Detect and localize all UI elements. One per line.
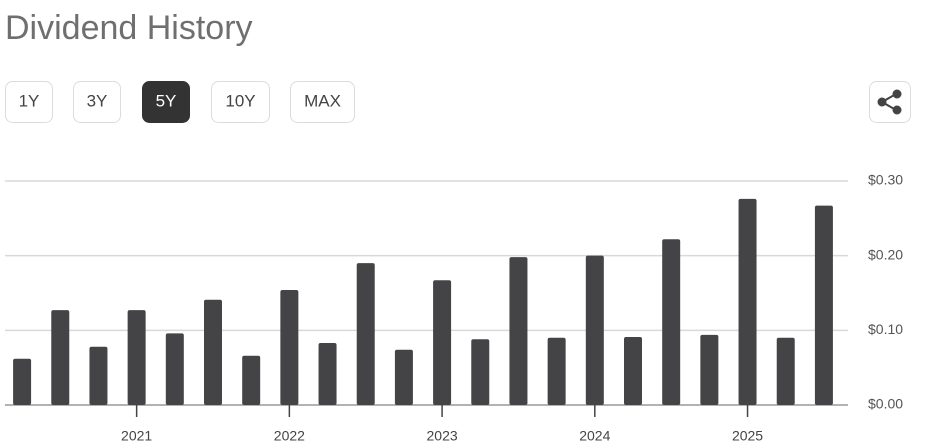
y-tick-label: $0.00 (868, 396, 903, 412)
bar (280, 290, 299, 405)
y-tick-label: $0.10 (868, 321, 903, 337)
range-button[interactable]: 10Y (211, 81, 270, 123)
x-tick-label: 2024 (579, 428, 610, 444)
bar (738, 198, 757, 405)
button-frame[interactable] (290, 81, 355, 123)
button-frame[interactable] (142, 81, 190, 123)
x-tick-label: 2025 (732, 428, 763, 444)
bar (165, 333, 184, 405)
share-frame[interactable] (869, 81, 911, 123)
button-label[interactable]: 3Y (87, 91, 108, 110)
bar (127, 310, 146, 405)
bar (204, 299, 222, 405)
bar (776, 337, 795, 405)
button-label[interactable]: 1Y (19, 91, 40, 110)
bar (89, 346, 108, 405)
range-button[interactable]: 3Y (73, 81, 121, 123)
button-frame[interactable] (211, 81, 270, 123)
share-button[interactable] (869, 81, 911, 123)
range-button[interactable]: MAX (290, 81, 355, 123)
bar (471, 339, 490, 405)
bar (585, 255, 604, 405)
bar (242, 355, 261, 405)
x-tick-label: 2023 (427, 428, 458, 444)
bar (624, 337, 642, 405)
bar (662, 239, 681, 405)
y-tick-label: $0.30 (868, 172, 903, 188)
share-icon (877, 89, 902, 115)
bar (433, 280, 452, 405)
range-button[interactable]: 1Y (5, 81, 53, 123)
bar (13, 358, 32, 405)
page-title: Dividend History (5, 9, 253, 47)
bar (509, 257, 528, 405)
y-tick-label: $0.20 (868, 246, 903, 262)
bar (51, 310, 70, 405)
bar (394, 349, 413, 405)
button-frame[interactable] (5, 81, 53, 123)
button-label[interactable]: 5Y (156, 91, 177, 110)
bar (356, 263, 375, 405)
bar (547, 337, 566, 405)
button-label[interactable]: 10Y (225, 91, 255, 110)
x-tick-label: 2021 (121, 428, 152, 444)
bar (814, 205, 833, 405)
range-button[interactable]: 5Y (142, 81, 190, 123)
bar (318, 343, 337, 405)
x-tick-label: 2022 (274, 428, 305, 444)
bar (700, 334, 719, 405)
button-frame[interactable] (73, 81, 121, 123)
button-label[interactable]: MAX (304, 91, 341, 110)
